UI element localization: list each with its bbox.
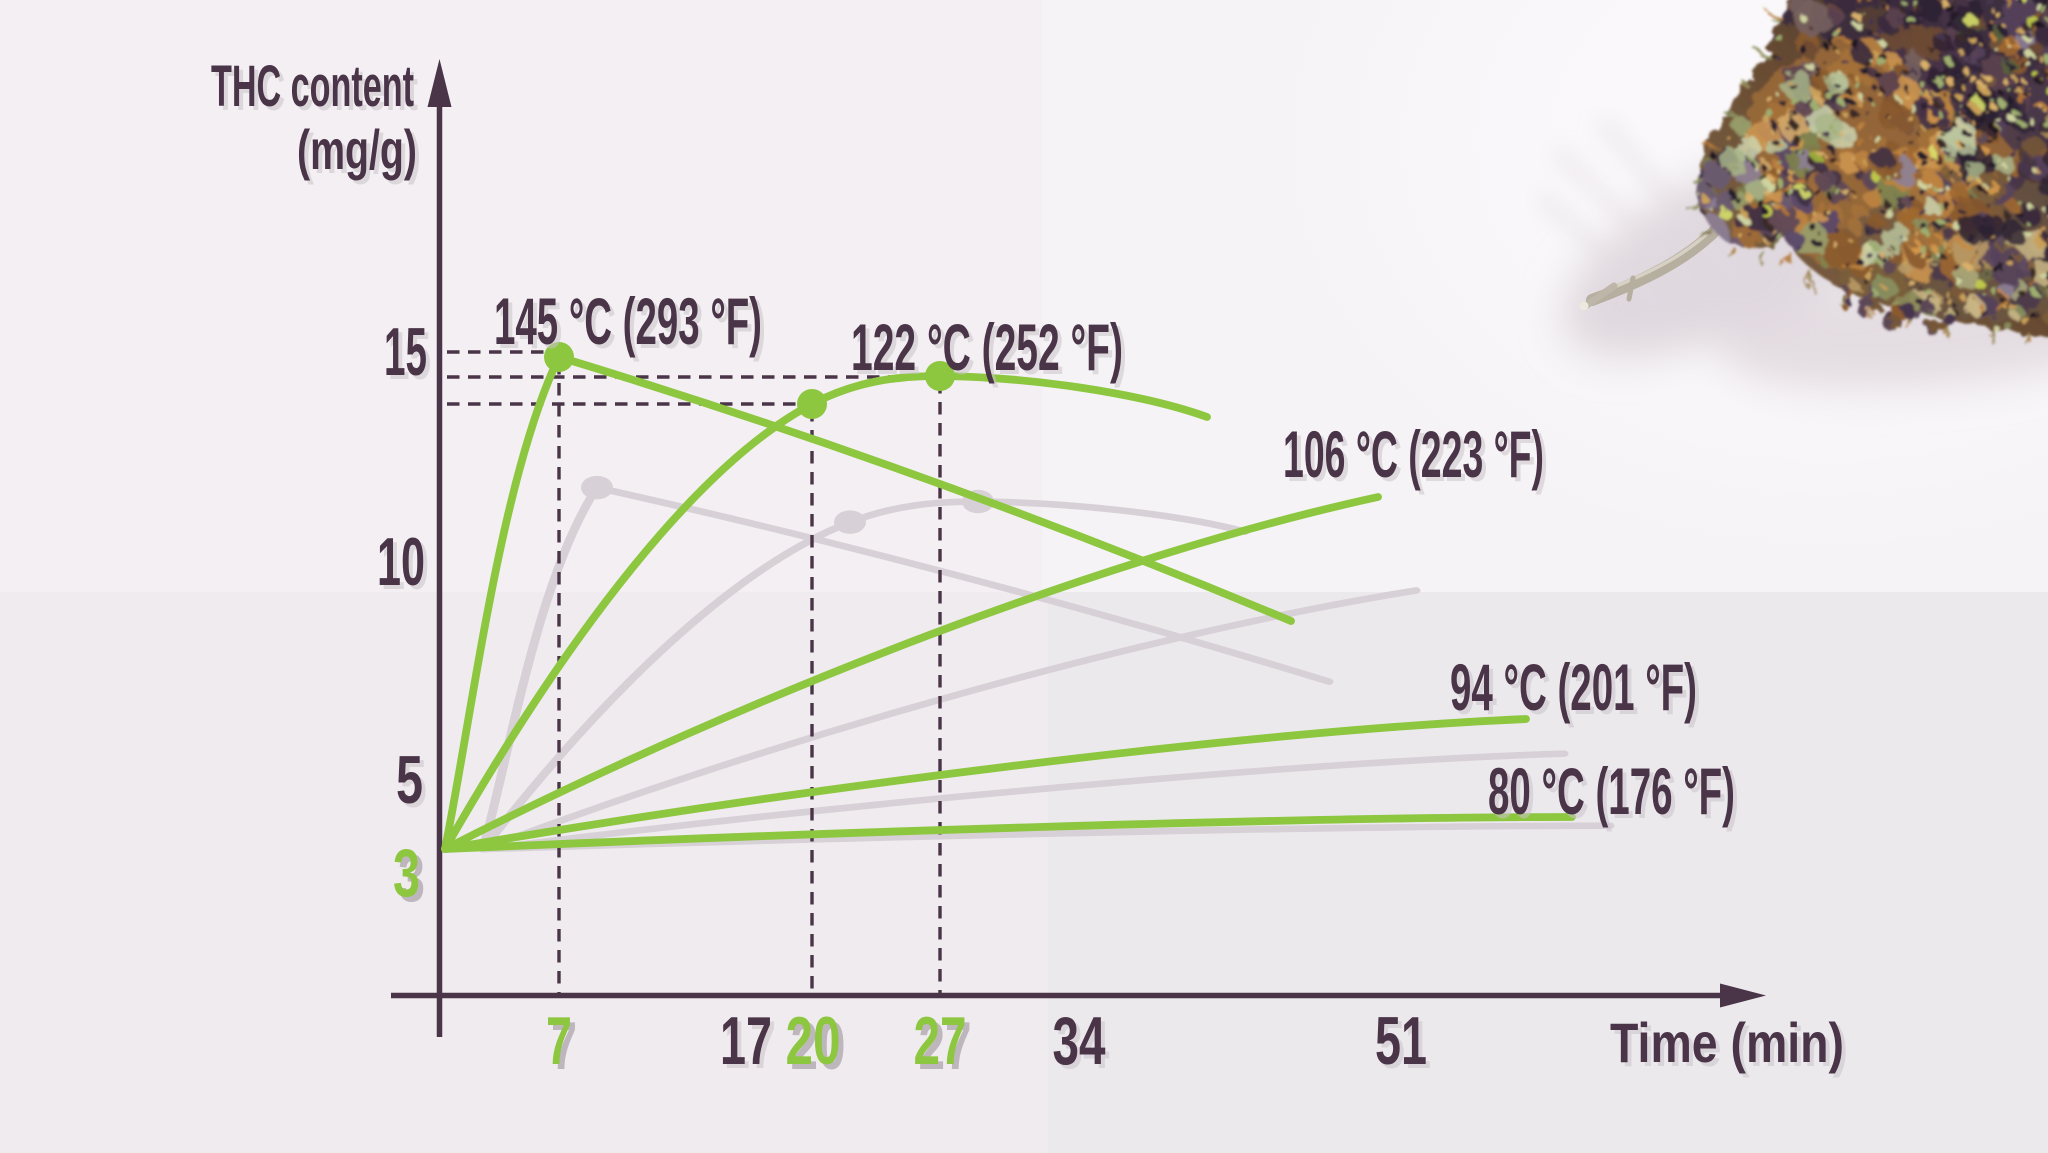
svg-text:94 °C (201 °F): 94 °C (201 °F): [1450, 650, 1697, 724]
svg-text:15: 15: [388, 318, 431, 394]
svg-text:7: 7: [551, 1008, 577, 1084]
svg-text:10: 10: [381, 528, 429, 604]
svg-text:17: 17: [724, 1007, 776, 1083]
svg-text:THC content: THC content: [211, 54, 414, 119]
svg-text:17: 17: [720, 1003, 772, 1079]
svg-text:7: 7: [546, 1003, 572, 1079]
svg-text:122 °C (252 °F): 122 °C (252 °F): [851, 310, 1123, 384]
svg-text:Time (min): Time (min): [1610, 1011, 1844, 1074]
svg-text:20: 20: [786, 1003, 841, 1079]
svg-text:106 °C (223 °F): 106 °C (223 °F): [1283, 417, 1544, 491]
svg-text:5: 5: [400, 746, 427, 822]
svg-text:145 °C (293 °F): 145 °C (293 °F): [494, 284, 762, 358]
svg-text:5: 5: [396, 742, 423, 818]
svg-text:(mg/g): (mg/g): [301, 122, 421, 185]
svg-text:27: 27: [914, 1003, 967, 1079]
svg-text:80 °C (176 °F): 80 °C (176 °F): [1488, 754, 1735, 828]
svg-text:20: 20: [791, 1008, 846, 1084]
svg-text:80 °C (176 °F): 80 °C (176 °F): [1492, 758, 1739, 832]
svg-text:15: 15: [384, 314, 427, 390]
svg-text:34: 34: [1057, 1007, 1110, 1083]
svg-text:THC content: THC content: [215, 58, 418, 123]
svg-text:51: 51: [1379, 1007, 1431, 1083]
svg-text:3: 3: [398, 840, 425, 916]
svg-text:Time (min): Time (min): [1614, 1015, 1848, 1078]
svg-text:(mg/g): (mg/g): [297, 118, 417, 181]
svg-text:3: 3: [393, 835, 420, 911]
svg-text:145 °C (293 °F): 145 °C (293 °F): [498, 288, 766, 362]
svg-text:106 °C (223 °F): 106 °C (223 °F): [1287, 421, 1548, 495]
svg-text:94 °C (201 °F): 94 °C (201 °F): [1454, 654, 1701, 728]
svg-text:10: 10: [377, 524, 425, 600]
svg-text:27: 27: [919, 1008, 972, 1084]
svg-text:122 °C (252 °F): 122 °C (252 °F): [855, 314, 1127, 388]
svg-text:51: 51: [1375, 1003, 1427, 1079]
svg-text:34: 34: [1053, 1003, 1106, 1079]
